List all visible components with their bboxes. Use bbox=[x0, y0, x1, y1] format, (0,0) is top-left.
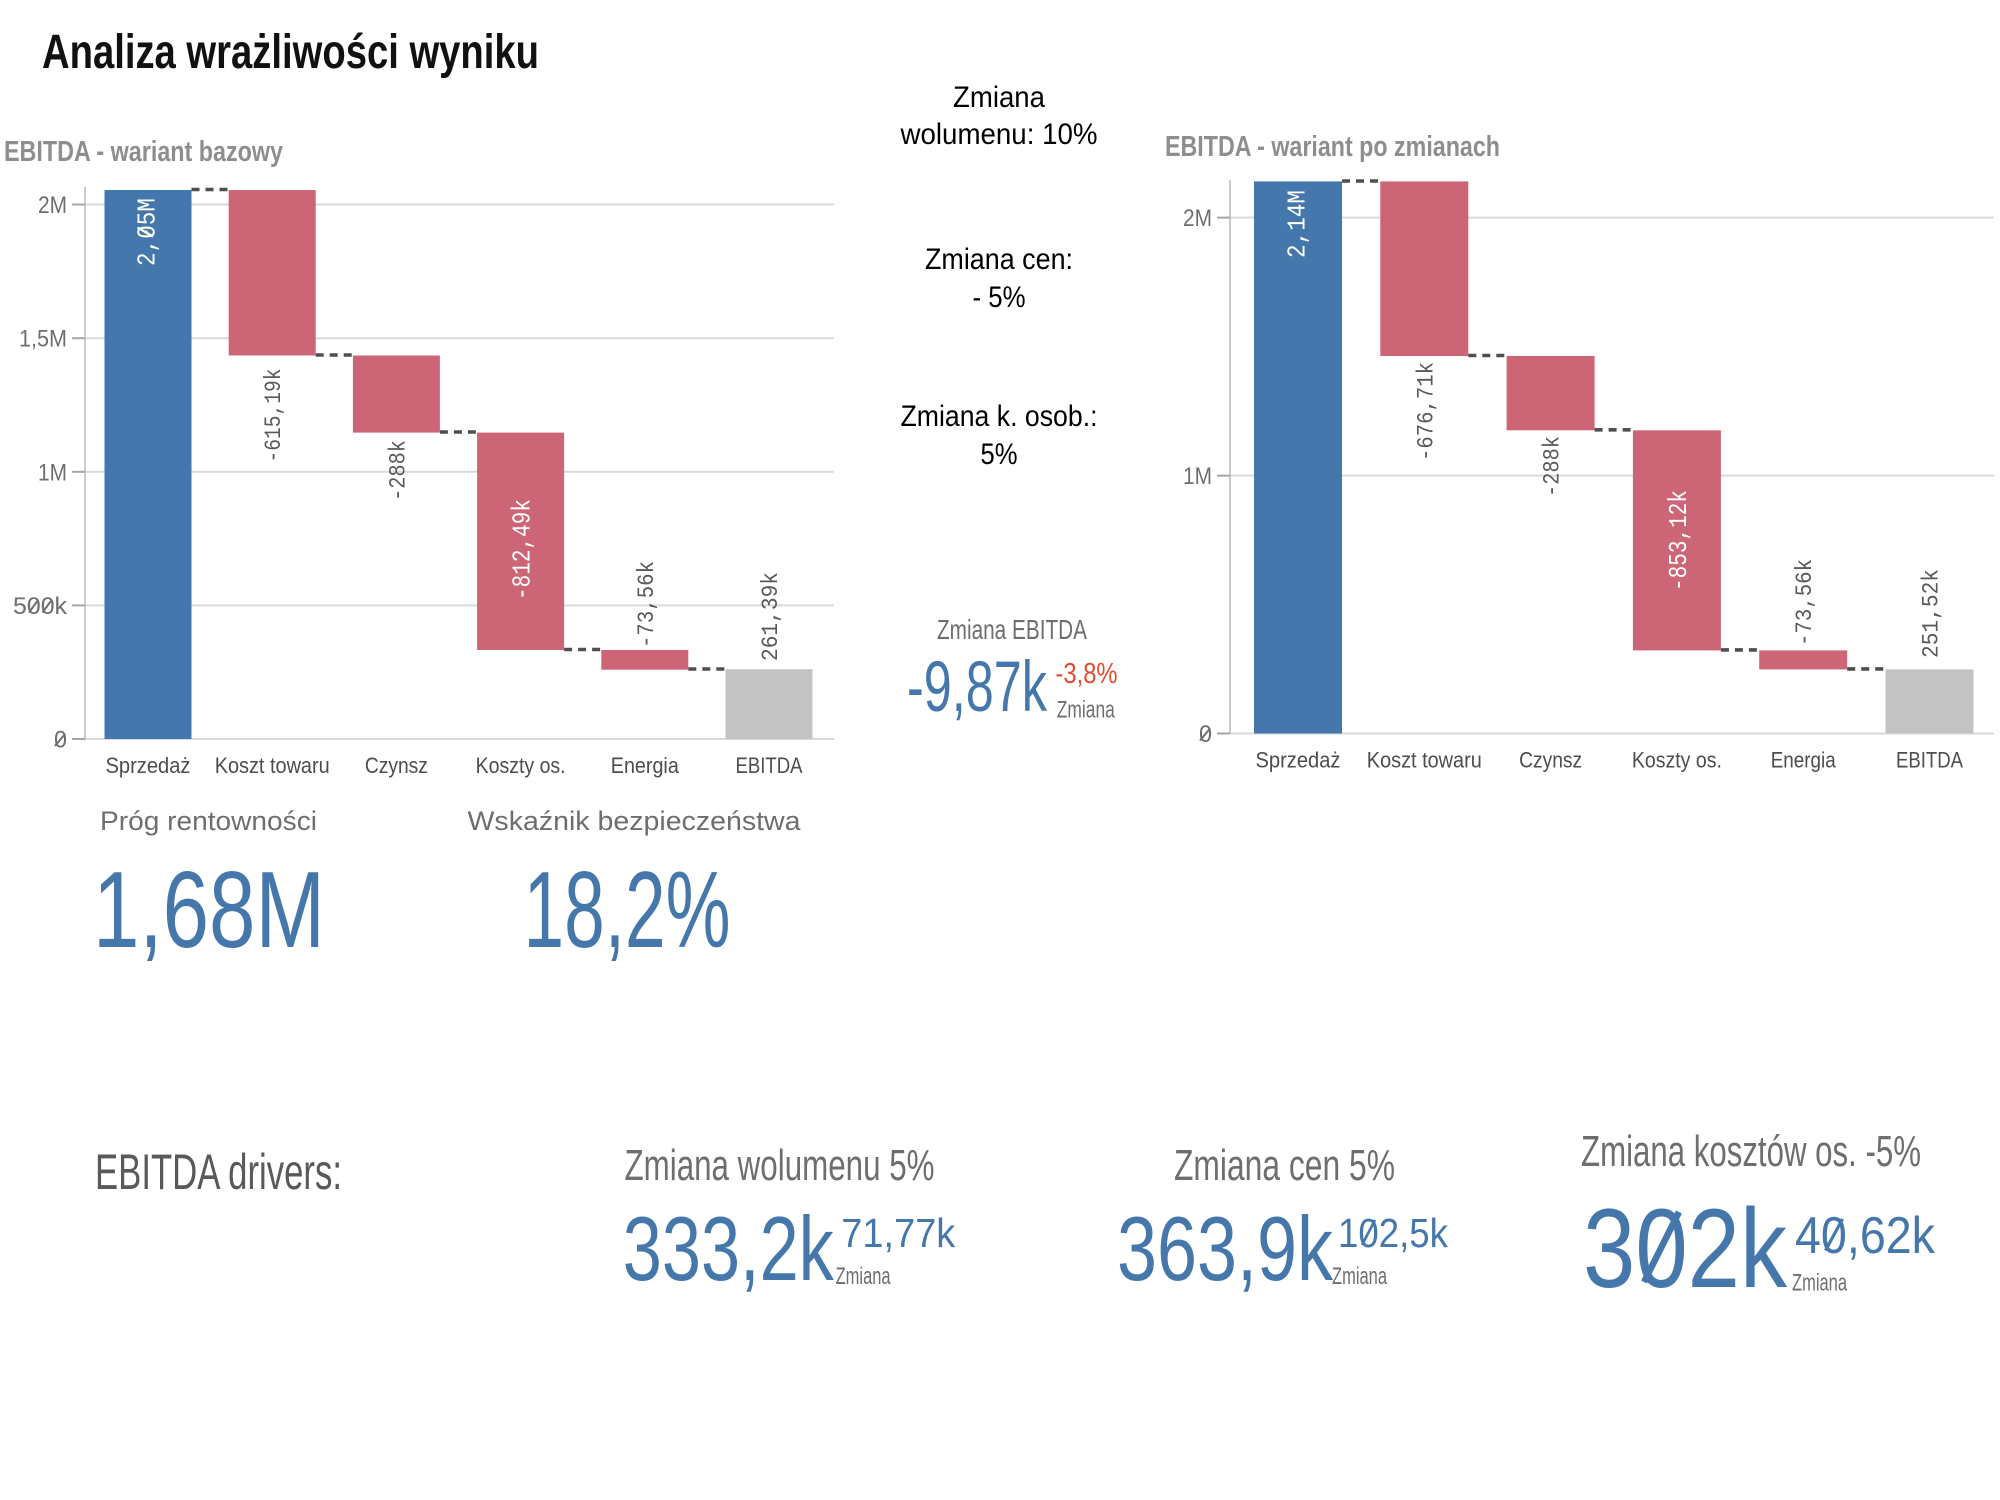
svg-text:Zmiana kosztów os. -5%: Zmiana kosztów os. -5% bbox=[1581, 1127, 1921, 1176]
svg-text:Energia: Energia bbox=[611, 753, 680, 778]
svg-text:2M: 2M bbox=[1183, 205, 1212, 232]
svg-text:Próg rentowności: Próg rentowności bbox=[100, 806, 317, 836]
svg-text:Zmiana: Zmiana bbox=[1792, 1270, 1847, 1297]
svg-text:Czynsz: Czynsz bbox=[365, 753, 428, 778]
svg-text:2,05M: 2,05M bbox=[133, 198, 163, 266]
svg-text:1,5M: 1,5M bbox=[19, 326, 67, 353]
svg-text:18,2%: 18,2% bbox=[524, 849, 731, 971]
svg-text:-288k: -288k bbox=[385, 440, 411, 501]
svg-text:-676,71k: -676,71k bbox=[1413, 362, 1439, 461]
svg-text:Zmiana cen 5%: Zmiana cen 5% bbox=[1174, 1141, 1395, 1190]
svg-text:Analiza wrażliwości wyniku: Analiza wrażliwości wyniku bbox=[42, 26, 539, 79]
svg-text:2,14M: 2,14M bbox=[1283, 190, 1313, 258]
svg-text:-288k: -288k bbox=[1540, 436, 1566, 497]
svg-text:wolumenu: 10%: wolumenu: 10% bbox=[900, 118, 1098, 151]
svg-text:Koszty os.: Koszty os. bbox=[1632, 748, 1722, 773]
svg-text:EBITDA: EBITDA bbox=[1896, 748, 1963, 773]
svg-text:-73,56k: -73,56k bbox=[634, 561, 660, 648]
svg-text:EBITDA - wariant bazowy: EBITDA - wariant bazowy bbox=[4, 136, 283, 168]
svg-text:363,9k: 363,9k bbox=[1117, 1199, 1333, 1300]
svg-text:Wskaźnik bezpieczeństwa: Wskaźnik bezpieczeństwa bbox=[468, 806, 802, 836]
svg-text:251,52k: 251,52k bbox=[1919, 569, 1945, 658]
svg-text:Energia: Energia bbox=[1771, 748, 1837, 773]
svg-text:261,39k: 261,39k bbox=[758, 572, 784, 661]
svg-text:302k: 302k bbox=[1583, 1186, 1788, 1311]
svg-text:Zmiana: Zmiana bbox=[836, 1263, 891, 1290]
svg-text:Sprzedaż: Sprzedaż bbox=[1256, 748, 1341, 773]
svg-text:EBITDA: EBITDA bbox=[736, 753, 803, 778]
svg-text:5%: 5% bbox=[981, 438, 1018, 471]
svg-text:-812,49k: -812,49k bbox=[508, 499, 538, 600]
svg-text:333,2k: 333,2k bbox=[623, 1199, 834, 1300]
svg-text:71,77k: 71,77k bbox=[841, 1210, 955, 1256]
svg-text:Sprzedaż: Sprzedaż bbox=[106, 753, 191, 778]
svg-text:-9,87k: -9,87k bbox=[907, 648, 1047, 727]
svg-text:1,68M: 1,68M bbox=[93, 849, 325, 971]
svg-text:40,62k: 40,62k bbox=[1795, 1207, 1936, 1265]
svg-text:2M: 2M bbox=[38, 192, 67, 219]
svg-text:-615,19k: -615,19k bbox=[261, 369, 287, 463]
svg-text:Koszt towaru: Koszt towaru bbox=[215, 753, 330, 778]
svg-text:102,5k: 102,5k bbox=[1338, 1210, 1448, 1256]
svg-text:-73,56k: -73,56k bbox=[1792, 559, 1818, 646]
svg-text:1M: 1M bbox=[1183, 463, 1212, 490]
svg-text:Koszty os.: Koszty os. bbox=[476, 753, 566, 778]
svg-text:Koszt towaru: Koszt towaru bbox=[1367, 748, 1482, 773]
svg-text:EBITDA drivers:: EBITDA drivers: bbox=[95, 1144, 342, 1200]
svg-text:EBITDA - wariant po zmianach: EBITDA - wariant po zmianach bbox=[1165, 131, 1500, 163]
svg-text:1M: 1M bbox=[38, 459, 67, 486]
svg-text:-3,8%: -3,8% bbox=[1056, 658, 1118, 690]
svg-text:Zmiana: Zmiana bbox=[1332, 1263, 1387, 1290]
svg-text:Zmiana: Zmiana bbox=[953, 81, 1045, 114]
svg-text:- 5%: - 5% bbox=[973, 281, 1026, 314]
svg-text:500k: 500k bbox=[13, 593, 68, 620]
svg-text:Zmiana wolumenu 5%: Zmiana wolumenu 5% bbox=[625, 1141, 935, 1190]
svg-text:Zmiana: Zmiana bbox=[1057, 697, 1115, 724]
svg-text:Zmiana EBITDA: Zmiana EBITDA bbox=[937, 614, 1087, 645]
svg-text:Czynsz: Czynsz bbox=[1519, 748, 1582, 773]
svg-text:Zmiana cen:: Zmiana cen: bbox=[925, 243, 1073, 276]
svg-text:Zmiana k. osob.:: Zmiana k. osob.: bbox=[901, 400, 1098, 433]
svg-text:-853,12k: -853,12k bbox=[1664, 490, 1694, 591]
